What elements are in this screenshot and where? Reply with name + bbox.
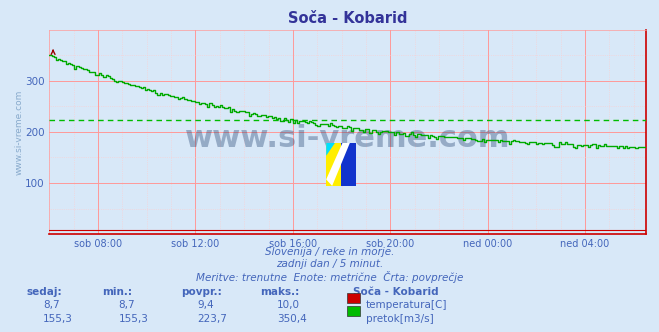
Text: 8,7: 8,7 xyxy=(43,300,59,310)
Text: 8,7: 8,7 xyxy=(119,300,135,310)
Text: maks.:: maks.: xyxy=(260,287,300,297)
Text: Meritve: trenutne  Enote: metrične  Črta: povprečje: Meritve: trenutne Enote: metrične Črta: … xyxy=(196,271,463,283)
Text: sedaj:: sedaj: xyxy=(26,287,62,297)
Title: Soča - Kobarid: Soča - Kobarid xyxy=(288,11,407,26)
Polygon shape xyxy=(326,143,350,186)
Y-axis label: www.si-vreme.com: www.si-vreme.com xyxy=(14,89,24,175)
Text: zadnji dan / 5 minut.: zadnji dan / 5 minut. xyxy=(276,259,383,269)
Text: Soča - Kobarid: Soča - Kobarid xyxy=(353,287,438,297)
Text: povpr.:: povpr.: xyxy=(181,287,222,297)
Text: temperatura[C]: temperatura[C] xyxy=(366,300,447,310)
Text: 155,3: 155,3 xyxy=(43,314,72,324)
Polygon shape xyxy=(326,143,335,156)
Bar xyxy=(326,143,341,186)
Bar xyxy=(341,143,356,186)
Text: 223,7: 223,7 xyxy=(198,314,227,324)
Text: 9,4: 9,4 xyxy=(198,300,214,310)
Text: 155,3: 155,3 xyxy=(119,314,148,324)
Text: www.si-vreme.com: www.si-vreme.com xyxy=(185,124,510,153)
Text: 10,0: 10,0 xyxy=(277,300,300,310)
Text: 350,4: 350,4 xyxy=(277,314,306,324)
Text: min.:: min.: xyxy=(102,287,132,297)
Text: pretok[m3/s]: pretok[m3/s] xyxy=(366,314,434,324)
Text: Slovenija / reke in morje.: Slovenija / reke in morje. xyxy=(265,247,394,257)
